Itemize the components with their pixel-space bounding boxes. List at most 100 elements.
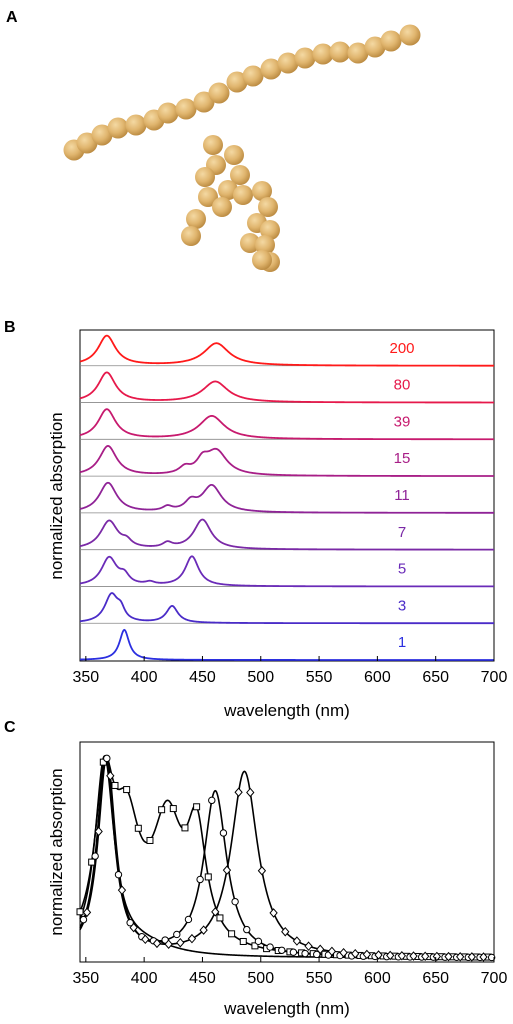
bead — [175, 98, 197, 120]
bead — [242, 65, 264, 87]
marker-diamond — [281, 926, 290, 937]
trace-label-5: 5 — [398, 561, 406, 578]
x-tick-label: 500 — [247, 970, 274, 987]
marker-diamond — [304, 941, 313, 951]
bead — [255, 235, 275, 255]
marker-square — [228, 930, 236, 938]
marker-circle — [313, 950, 321, 959]
bead — [91, 124, 113, 146]
marker-diamond — [187, 933, 197, 944]
marker-square — [111, 781, 119, 789]
bead — [233, 185, 253, 205]
trace-label-80: 80 — [394, 377, 411, 394]
panel-b-x-ticks: 350 400 450 500 550 600 650 700 — [72, 656, 507, 686]
marker-diamond — [129, 922, 138, 933]
trace-label-39: 39 — [394, 414, 411, 431]
bead — [399, 24, 421, 46]
bead — [198, 187, 218, 207]
marker-circle — [278, 946, 286, 954]
marker-circle — [126, 919, 134, 927]
panel-b-xlabel: wavelength (nm) — [223, 701, 350, 720]
x-tick-label: 450 — [189, 669, 216, 686]
panel-c-traces — [79, 754, 494, 959]
marker-diamond — [176, 937, 185, 948]
marker-circle — [91, 852, 99, 860]
trace-5 — [79, 555, 494, 588]
marker-circle — [184, 915, 193, 924]
panel-c-trace-diamond — [79, 754, 494, 958]
panel-b-trace-labels: 200 80 39 15 11 7 5 3 1 — [389, 340, 414, 651]
trace-39 — [79, 408, 494, 441]
marker-diamond — [351, 948, 360, 959]
trace-7 — [79, 518, 494, 551]
x-tick-label: 450 — [189, 970, 216, 987]
x-tick-label: 700 — [481, 669, 508, 686]
trace-label-11: 11 — [394, 487, 410, 504]
marker-square — [181, 824, 189, 832]
marker-circle — [254, 937, 263, 946]
bead — [240, 233, 260, 253]
panel-c-trace-none — [79, 754, 494, 959]
marker-diamond — [421, 951, 430, 962]
panel-b-letter: B — [4, 319, 16, 336]
panel-a-letter: A — [6, 9, 18, 26]
nanoparticle-chain-long — [63, 24, 421, 161]
bead — [260, 58, 282, 80]
marker-diamond — [257, 865, 267, 876]
marker-diamond — [141, 934, 150, 945]
bead — [380, 30, 402, 52]
trace-label-7: 7 — [398, 524, 406, 541]
bead — [277, 52, 299, 74]
marker-diamond — [82, 907, 92, 918]
marker-diamond — [432, 951, 442, 962]
x-tick-label: 400 — [131, 970, 158, 987]
bead — [347, 42, 369, 64]
marker-square — [134, 824, 142, 832]
nanoparticle-chain-folded — [181, 135, 280, 272]
marker-diamond — [479, 952, 488, 962]
bead — [181, 226, 201, 246]
panel-b-baselines — [80, 365, 494, 624]
marker-square — [169, 805, 177, 813]
marker-square — [216, 914, 224, 922]
trace-label-200: 200 — [389, 340, 414, 357]
marker-diamond — [234, 787, 243, 798]
marker-square — [123, 786, 131, 794]
marker-diamond — [374, 950, 383, 960]
marker-diamond — [269, 908, 278, 918]
trace-11 — [79, 481, 495, 514]
x-tick-label: 650 — [422, 970, 449, 987]
panel-b-plot: 200 80 39 15 11 7 5 3 1 350 400 450 500 550 600 650 700… — [47, 329, 507, 720]
panel-c-frame — [79, 741, 495, 963]
marker-diamond — [211, 907, 220, 917]
marker-diamond — [117, 885, 127, 895]
bead — [252, 181, 272, 201]
marker-circle — [301, 949, 309, 958]
marker-diamond — [386, 950, 395, 961]
bead — [258, 197, 278, 217]
trace-15 — [79, 445, 494, 477]
x-tick-label: 700 — [481, 970, 508, 987]
marker-square — [76, 908, 84, 916]
marker-square — [193, 803, 201, 811]
marker-circle — [103, 754, 111, 763]
marker-square — [239, 937, 247, 945]
panel-c-xlabel: wavelength (nm) — [223, 999, 350, 1018]
x-tick-label: 500 — [247, 669, 274, 686]
trace-80 — [79, 371, 494, 404]
x-tick-label: 650 — [422, 669, 449, 686]
marker-diamond — [199, 925, 208, 935]
marker-square — [88, 858, 96, 866]
panel-c-trace-square — [79, 755, 494, 958]
panel-b-ylabel: normalized absorption — [47, 412, 66, 579]
x-tick-label: 600 — [364, 970, 391, 987]
x-tick-label: 350 — [72, 970, 99, 987]
bead — [224, 145, 244, 165]
marker-circle — [487, 953, 496, 962]
marker-diamond — [362, 949, 372, 960]
trace-label-3: 3 — [398, 597, 406, 614]
marker-diamond — [246, 787, 255, 798]
marker-diamond — [222, 865, 232, 875]
marker-diamond — [456, 952, 465, 962]
